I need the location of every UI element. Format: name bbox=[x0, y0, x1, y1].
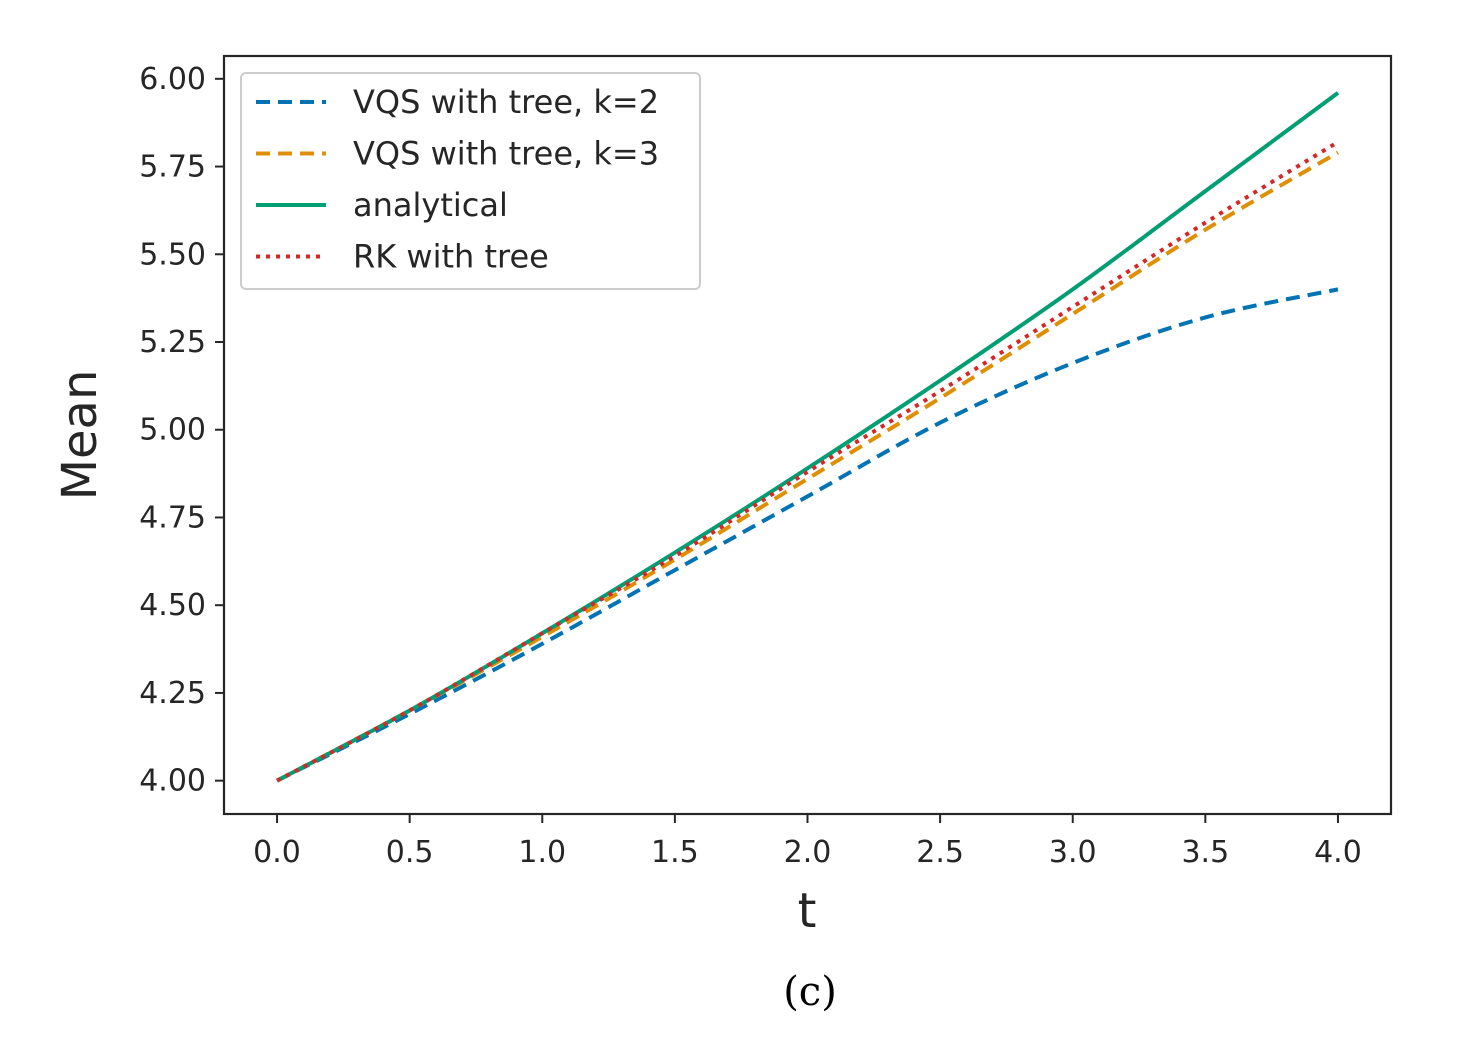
figure-caption: (c) bbox=[783, 969, 837, 1015]
y-tick-label: 4.50 bbox=[139, 588, 206, 623]
x-tick-label: 3.5 bbox=[1181, 835, 1229, 870]
legend-label-2: analytical bbox=[353, 186, 508, 224]
y-axis-label: Mean bbox=[52, 370, 108, 501]
y-axis: 4.00 4.25 4.50 4.75 5.00 5.25 5.50 5.75 6.00 bbox=[139, 62, 224, 799]
x-tick-label: 3.0 bbox=[1049, 835, 1097, 870]
y-tick-label: 6.00 bbox=[139, 62, 206, 97]
legend-label-3: RK with tree bbox=[353, 238, 549, 276]
y-tick-label: 4.00 bbox=[139, 764, 206, 799]
legend-label-0: VQS with tree, k=2 bbox=[353, 83, 659, 121]
legend: VQS with tree, k=2 VQS with tree, k=3 anal… bbox=[240, 72, 701, 290]
series-line-2 bbox=[276, 91, 1340, 783]
y-tick-label: 5.75 bbox=[139, 150, 206, 185]
y-tick-label: 5.00 bbox=[139, 413, 206, 448]
x-tick-label: 0.5 bbox=[386, 835, 434, 870]
legend-box bbox=[240, 72, 701, 290]
y-tick-label: 5.25 bbox=[139, 325, 206, 360]
x-axis: 0.0 0.5 1.0 1.5 2.0 2.5 3.0 3.5 4.0 bbox=[253, 814, 1362, 870]
x-tick-label: 2.0 bbox=[784, 835, 832, 870]
y-tick-label: 5.50 bbox=[139, 237, 206, 272]
y-tick-label: 4.25 bbox=[139, 676, 206, 711]
x-axis-label: t bbox=[798, 883, 817, 939]
x-tick-label: 1.5 bbox=[651, 835, 699, 870]
series-line-0 bbox=[276, 287, 1339, 783]
x-tick-label: 4.0 bbox=[1314, 835, 1362, 870]
x-tick-label: 1.0 bbox=[518, 835, 566, 870]
legend-label-1: VQS with tree, k=3 bbox=[353, 135, 659, 173]
y-tick-label: 4.75 bbox=[139, 500, 206, 535]
x-tick-label: 2.5 bbox=[916, 835, 964, 870]
x-tick-label: 0.0 bbox=[253, 835, 301, 870]
plot-lines bbox=[276, 91, 1340, 783]
